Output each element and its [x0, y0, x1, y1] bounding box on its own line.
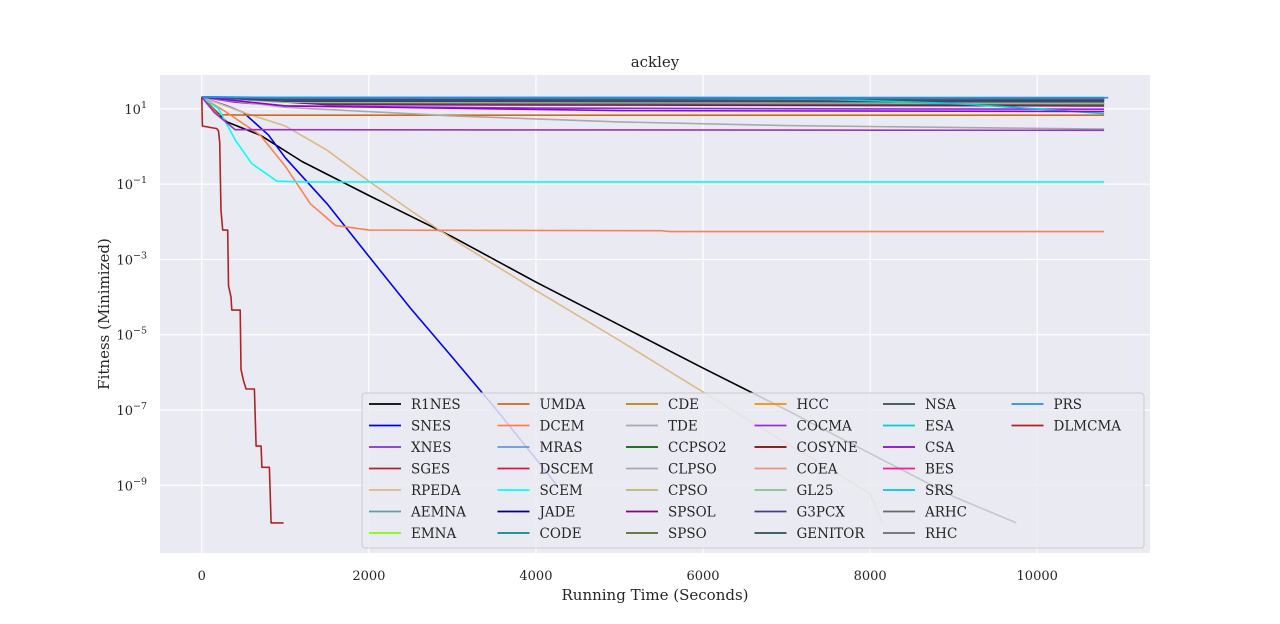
series-line-dcem — [201, 96, 1105, 233]
legend-entry: G3PCX — [797, 505, 846, 521]
x-tick-label: 6000 — [686, 569, 719, 584]
series-line-prs — [201, 96, 1109, 99]
x-tick-label: 10000 — [1017, 569, 1058, 584]
legend-entry: RPEDA — [411, 483, 461, 499]
series-line-umda — [201, 96, 1105, 116]
legend-entry: NSA — [925, 397, 956, 413]
legend-entry: CSA — [925, 440, 955, 456]
legend: R1NES SNES XNES SGES RPEDA AEMNA EMNA UMDA DCEM M… — [361, 392, 1145, 549]
legend-entry: RHC — [925, 526, 957, 542]
x-tick-label: 8000 — [854, 569, 887, 584]
legend-entry: DCEM — [540, 419, 585, 435]
legend-entry: UMDA — [540, 397, 586, 413]
legend-entry: SNES — [411, 419, 451, 435]
legend-entry: XNES — [411, 440, 452, 456]
legend-entry: TDE — [668, 419, 698, 435]
legend-entry: JADE — [538, 505, 576, 521]
legend-entry: ARHC — [924, 505, 967, 521]
legend-entry: CPSO — [668, 483, 708, 499]
series-line-dlmcma — [201, 97, 284, 524]
legend-box — [361, 392, 1145, 549]
legend-entry: DLMCMA — [1054, 419, 1122, 435]
legend-entry: AEMNA — [410, 505, 466, 521]
legend-entry: COCMA — [797, 419, 853, 435]
legend-entry: SGES — [411, 462, 450, 478]
x-tick-label: 4000 — [519, 569, 552, 584]
y-tick-label: 101 — [124, 100, 147, 118]
series-line-cocma — [201, 96, 1105, 132]
legend-entry: COEA — [797, 462, 838, 478]
legend-entry: PRS — [1054, 397, 1083, 413]
y-tick-label: 10−7 — [116, 401, 147, 419]
series-line-scem — [201, 96, 1105, 183]
series-line-tde — [201, 96, 1105, 130]
x-axis-title: Running Time (Seconds) — [561, 586, 748, 604]
legend-entry: ESA — [925, 419, 954, 435]
y-tick-labels: 101 10−1 10−3 10−5 10−7 10−9 — [116, 100, 147, 494]
chart-title: ackley — [631, 53, 680, 71]
legend-entry: CLPSO — [668, 462, 717, 478]
x-tick-label: 0 — [198, 569, 206, 584]
legend-entry: MRAS — [540, 440, 583, 456]
legend-entry: SPSOL — [668, 505, 716, 521]
legend-entry: R1NES — [411, 397, 461, 413]
legend-entry: COSYNE — [797, 440, 858, 456]
legend-entry: CODE — [540, 526, 582, 542]
y-tick-label: 10−3 — [116, 250, 147, 268]
legend-entry: EMNA — [411, 526, 456, 542]
legend-entry: SRS — [925, 483, 954, 499]
y-tick-label: 10−9 — [116, 476, 147, 494]
legend-entry: BES — [925, 462, 954, 478]
legend-entry: SCEM — [540, 483, 583, 499]
y-tick-label: 10−1 — [116, 175, 147, 193]
legend-entry: DSCEM — [540, 462, 594, 478]
legend-entry: HCC — [797, 397, 829, 413]
legend-entry: CDE — [668, 397, 699, 413]
y-tick-label: 10−5 — [116, 326, 147, 344]
x-tick-label: 2000 — [352, 569, 385, 584]
legend-entry: GENITOR — [797, 526, 866, 542]
y-axis-title: Fitness (Minimized) — [95, 238, 113, 390]
series-line-csa — [201, 96, 1105, 113]
legend-entry: GL25 — [797, 483, 834, 499]
legend-entry: CCPSO2 — [668, 440, 727, 456]
x-tick-labels: 0 2000 4000 6000 8000 10000 — [198, 569, 1058, 584]
legend-entry: SPSO — [668, 526, 707, 542]
